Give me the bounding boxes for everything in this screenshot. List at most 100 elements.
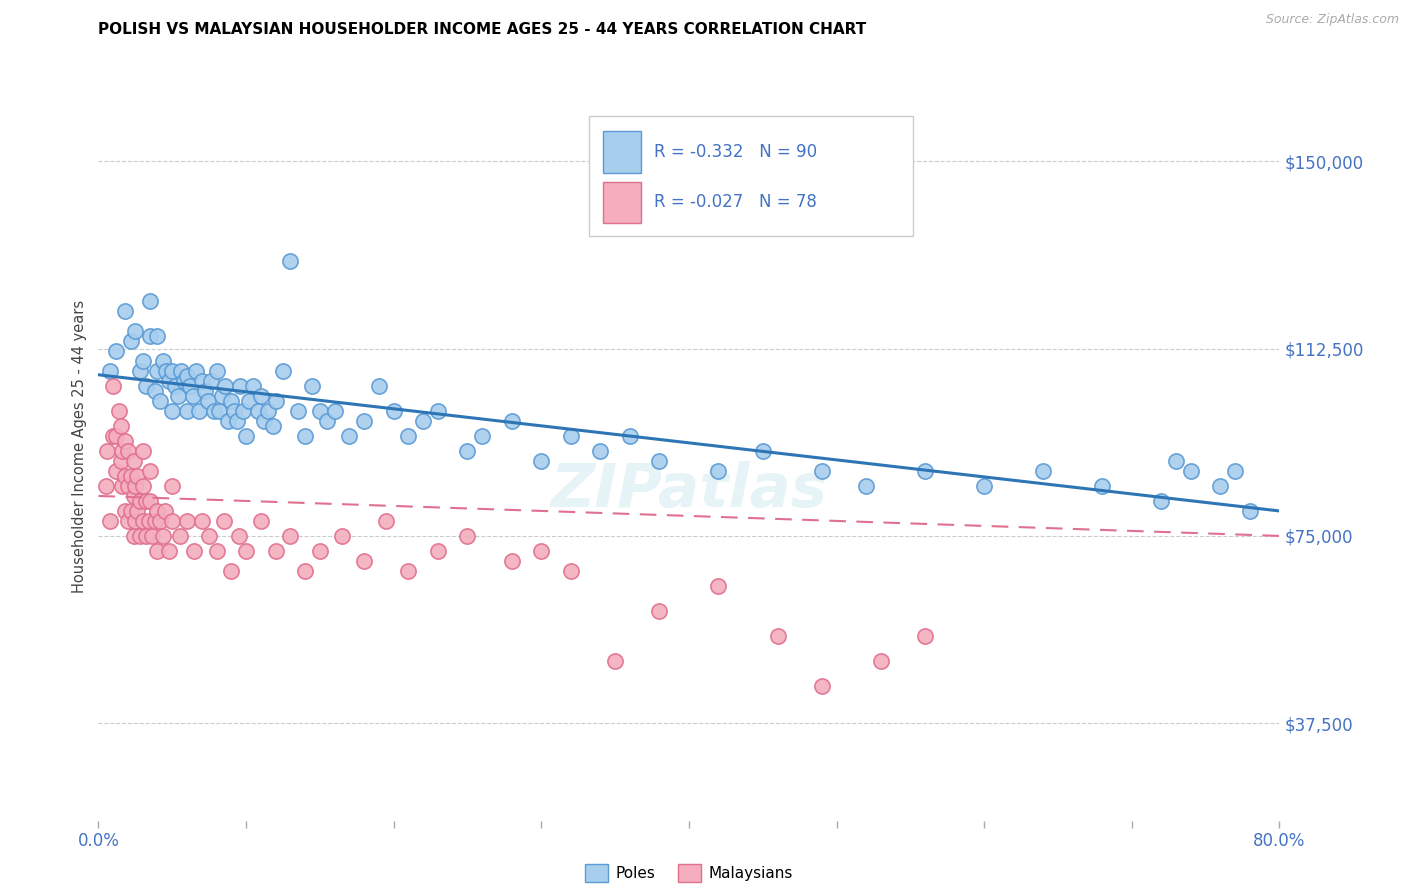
Point — [330, 529, 353, 543]
Point — [1032, 464, 1054, 478]
Point — [257, 404, 280, 418]
Point — [271, 364, 294, 378]
Point — [1239, 504, 1261, 518]
Y-axis label: Householder Income Ages 25 - 44 years: Householder Income Ages 25 - 44 years — [72, 300, 87, 592]
Point — [1164, 454, 1187, 468]
Point — [120, 334, 142, 348]
Point — [139, 329, 162, 343]
Point — [382, 404, 405, 418]
Point — [869, 654, 891, 668]
Point — [184, 364, 207, 378]
Text: R = -0.027   N = 78: R = -0.027 N = 78 — [654, 193, 817, 211]
Point — [412, 414, 434, 428]
Point — [114, 504, 136, 518]
Point — [153, 504, 176, 518]
Point — [98, 514, 121, 528]
Point — [605, 654, 627, 668]
Point — [157, 374, 180, 388]
Point — [96, 444, 118, 458]
Point — [264, 544, 287, 558]
Point — [191, 374, 214, 388]
Point — [235, 544, 257, 558]
Point — [146, 544, 169, 558]
Point — [117, 444, 139, 458]
Point — [128, 494, 150, 508]
Point — [122, 489, 145, 503]
Point — [149, 394, 172, 409]
Point — [648, 604, 671, 618]
Point — [155, 364, 177, 378]
Point — [105, 344, 128, 359]
Point — [139, 464, 162, 478]
Point — [191, 514, 214, 528]
Legend: Poles, Malaysians: Poles, Malaysians — [579, 858, 799, 888]
Point — [208, 404, 231, 418]
Point — [205, 544, 228, 558]
Point — [132, 479, 155, 493]
Point — [250, 389, 273, 403]
Point — [226, 414, 249, 428]
Point — [229, 379, 252, 393]
FancyBboxPatch shape — [603, 131, 641, 172]
Point — [301, 379, 323, 393]
Point — [114, 469, 136, 483]
Point — [143, 514, 166, 528]
Point — [353, 554, 375, 568]
Point — [103, 429, 125, 443]
Point — [294, 564, 316, 578]
Point — [176, 514, 198, 528]
Point — [262, 419, 284, 434]
Point — [1180, 464, 1202, 478]
Point — [973, 479, 995, 493]
Point — [120, 469, 142, 483]
Point — [149, 514, 172, 528]
Point — [176, 369, 198, 384]
Point — [108, 404, 131, 418]
Point — [235, 429, 257, 443]
Point — [187, 404, 209, 418]
Point — [162, 514, 183, 528]
Point — [219, 394, 242, 409]
Point — [141, 529, 163, 543]
Point — [162, 364, 183, 378]
Point — [146, 329, 169, 343]
Point — [105, 429, 128, 443]
Point — [1223, 464, 1246, 478]
Point — [309, 404, 332, 418]
Point — [146, 504, 169, 518]
Point — [323, 404, 346, 418]
Point — [139, 294, 162, 309]
FancyBboxPatch shape — [603, 181, 641, 223]
Point — [253, 414, 276, 428]
Point — [143, 384, 166, 398]
Point — [810, 464, 832, 478]
Point — [1150, 494, 1173, 508]
Point — [337, 429, 360, 443]
Point — [122, 529, 145, 543]
Point — [152, 529, 174, 543]
Point — [122, 454, 145, 468]
Point — [751, 444, 773, 458]
Point — [855, 479, 877, 493]
Point — [707, 464, 730, 478]
Point — [103, 379, 125, 393]
Point — [427, 544, 450, 558]
Point — [138, 514, 160, 528]
Point — [219, 564, 242, 578]
Point — [212, 514, 235, 528]
Point — [135, 494, 157, 508]
Point — [353, 414, 375, 428]
Point — [132, 444, 155, 458]
Point — [217, 414, 239, 428]
Point — [124, 479, 146, 493]
Text: POLISH VS MALAYSIAN HOUSEHOLDER INCOME AGES 25 - 44 YEARS CORRELATION CHART: POLISH VS MALAYSIAN HOUSEHOLDER INCOME A… — [98, 22, 866, 37]
Point — [396, 429, 419, 443]
Point — [250, 514, 273, 528]
Point — [501, 554, 523, 568]
Point — [135, 379, 157, 393]
Point — [211, 389, 233, 403]
Point — [287, 404, 309, 418]
Text: ZIPatlas: ZIPatlas — [550, 461, 828, 520]
Point — [368, 379, 391, 393]
Point — [128, 364, 150, 378]
